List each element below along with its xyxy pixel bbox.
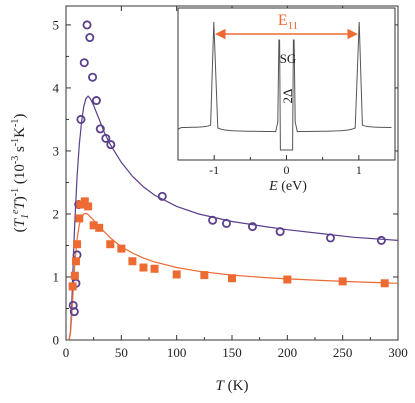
x-tick-label: 0 (63, 345, 70, 360)
y-tick-label: 2 (53, 206, 60, 221)
data-point-circle (91, 96, 101, 106)
data-point-square (84, 202, 93, 211)
data-point-circle (76, 114, 86, 124)
x-tick-label: 50 (115, 345, 128, 360)
inset-panel: -1 0 1 E11 SG 2Δ E (eV) (177, 7, 396, 194)
inset-frame (177, 7, 396, 161)
data-point-circle (221, 218, 231, 228)
data-point-square (117, 244, 126, 253)
data-point-circle (101, 133, 111, 143)
inset-x-axis-label: E (eV) (268, 179, 307, 194)
x-tick-label: 200 (278, 345, 298, 360)
data-point-circle (157, 191, 167, 201)
y-label-sup-m1c: -1 (10, 119, 21, 127)
y-label-units: (10 (12, 164, 28, 188)
y-tick-label: 1 (53, 269, 60, 284)
x-tick-label: 250 (333, 345, 353, 360)
data-point-circle (247, 222, 257, 232)
data-point-square (71, 257, 80, 266)
e11-sub: 11 (288, 20, 299, 32)
y-label-close: ) (12, 196, 28, 201)
data-point-square (106, 240, 115, 249)
y-label-units3: K (12, 127, 28, 138)
y-label-units4: ) (12, 114, 28, 119)
y-label-lead: ( (12, 227, 28, 232)
y-label-sup-m3: -3 (10, 156, 21, 164)
y-tick-label: 4 (53, 80, 60, 95)
inset-axis-ticks: -1 0 1 (209, 155, 362, 177)
data-point-circle (79, 58, 89, 68)
data-point-square (228, 274, 236, 283)
data-point-square (75, 214, 84, 223)
x-tick-label: 100 (167, 345, 187, 360)
data-point-circle (95, 124, 105, 134)
y-tick-label: 5 (53, 17, 60, 32)
data-point-circle (325, 233, 335, 243)
e11-label: E11 (278, 12, 298, 32)
data-point-square (380, 279, 389, 288)
data-point-circle (69, 307, 79, 317)
data-point-square (89, 221, 98, 230)
data-point-square (128, 257, 137, 266)
gap-label: 2Δ (280, 89, 295, 104)
e11-main: E (278, 12, 288, 29)
y-label-sub1: 1 (20, 214, 31, 219)
data-point-square (76, 200, 85, 209)
data-point-square (338, 277, 347, 286)
y-label-sup-m1: -1 (10, 188, 21, 196)
y-tick-label: 3 (53, 143, 60, 158)
x-label-unit: (K) (224, 378, 249, 394)
x-label-italic: T (216, 378, 226, 394)
data-point-circle (82, 20, 92, 30)
inset-x-label-unit: (eV) (278, 179, 307, 194)
fit-curve-2 (67, 212, 399, 341)
y-label-t1: T (12, 217, 28, 227)
data-point-circle (208, 215, 218, 225)
x-tick-label: 300 (388, 345, 408, 360)
data-point-square (73, 240, 82, 249)
data-point-circle (85, 33, 95, 43)
data-point-square (150, 264, 159, 273)
data-point-square (80, 197, 89, 206)
data-points (68, 20, 389, 317)
data-point-circle (275, 227, 285, 237)
inset-x-tick-label: -1 (209, 163, 219, 177)
data-point-circle (376, 235, 386, 245)
x-tick-label: 150 (222, 345, 242, 360)
y-axis-label: (T1eT)-1 (10-3 s-1K-1) (10, 114, 31, 233)
y-label-units2: s (12, 146, 28, 156)
inset-x-tick-label: 1 (356, 163, 362, 177)
y-label-t2: T (12, 200, 28, 210)
data-point-square (172, 270, 181, 279)
y-label-sup-m1b: -1 (10, 138, 21, 146)
data-point-square (68, 282, 77, 291)
data-point-square (95, 223, 104, 232)
data-point-circle (106, 140, 116, 150)
inset-dos-curve (177, 21, 392, 151)
data-point-square (283, 275, 292, 284)
data-point-square (200, 271, 209, 280)
data-point-square (139, 263, 148, 272)
y-tick-label: 0 (53, 333, 60, 348)
sg-label: SG (280, 51, 297, 66)
data-point-circle (88, 72, 98, 82)
x-axis-label: T (K) (216, 378, 249, 394)
y-label-supe: e (10, 209, 21, 214)
inset-x-label-italic: E (268, 179, 278, 194)
data-point-square (70, 271, 79, 280)
inset-x-tick-label: 0 (284, 163, 290, 177)
